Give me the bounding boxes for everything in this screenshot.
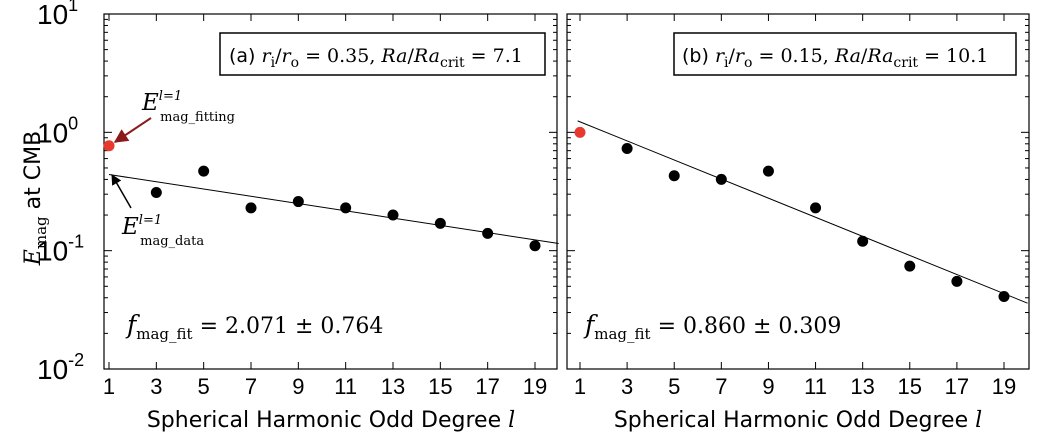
x-tick-label: 13 xyxy=(850,374,874,399)
panel-a-legend-box xyxy=(219,32,546,76)
data-point xyxy=(857,235,869,247)
x-tick-label: 7 xyxy=(245,374,257,399)
panel-a-fit-text: fmag_fit = 2.071 ± 0.764 xyxy=(125,310,383,343)
panel-b: 1 3 5 7 9 11 13 15 17 19 (b) ri/ro = 0.15, Ra/Rac… xyxy=(566,13,1030,399)
data-point xyxy=(198,165,210,177)
panel-a-legend-text: (a) ri/ro = 0.35, Ra/Racrit = 7.1 xyxy=(229,45,523,71)
data-point xyxy=(150,187,162,199)
panel-b-legend-box xyxy=(673,32,1017,76)
data-point xyxy=(292,196,304,208)
panel-b-fit-text: fmag_fit = 0.860 ± 0.309 xyxy=(583,310,841,343)
data-point xyxy=(668,170,680,182)
panel-b-x-axis-label: Spherical Harmonic Odd Degree l xyxy=(614,408,982,433)
x-tick-label: 19 xyxy=(523,374,547,399)
x-tick-label: 3 xyxy=(150,374,162,399)
data-point xyxy=(387,209,399,221)
x-tick-label: 15 xyxy=(898,374,922,399)
panel-a-x-axis-label: Spherical Harmonic Odd Degree l xyxy=(147,408,515,433)
data-point xyxy=(245,202,257,214)
x-tick-label: 15 xyxy=(428,374,452,399)
x-tick-label: 3 xyxy=(621,374,633,399)
data-arrow xyxy=(111,174,132,209)
x-tick-label: 17 xyxy=(475,374,499,399)
data-point xyxy=(762,165,774,177)
data-point xyxy=(482,227,494,239)
x-tick-label: 9 xyxy=(292,374,304,399)
panel-b-x-tick-labels: 1 3 5 7 9 11 13 15 17 19 xyxy=(574,374,1016,399)
panel-a: 1 3 5 7 9 11 13 15 17 19 (a) ri/ro = 0.35, Ra/Rac… xyxy=(103,13,559,399)
fitting-point xyxy=(574,126,586,138)
y-tick-label: 101 xyxy=(37,0,78,30)
x-tick-label: 1 xyxy=(103,374,115,399)
x-tick-label: 1 xyxy=(574,374,586,399)
x-tick-label: 17 xyxy=(945,374,969,399)
fitting-arrow xyxy=(113,117,152,143)
panel-a-points xyxy=(103,140,541,252)
panel-b-legend-text: (b) ri/ro = 0.15, Ra/Racrit = 10.1 xyxy=(682,45,988,71)
fitting-point xyxy=(103,140,115,152)
data-point xyxy=(998,290,1010,302)
panel-a-x-tick-labels: 1 3 5 7 9 11 13 15 17 19 xyxy=(103,374,547,399)
x-tick-label: 13 xyxy=(381,374,405,399)
panel-a-frame xyxy=(103,13,558,370)
data-point xyxy=(434,217,446,229)
x-tick-label: 11 xyxy=(334,374,357,399)
panel-b-points xyxy=(574,126,1010,302)
x-tick-label: 5 xyxy=(198,374,210,399)
x-tick-label: 5 xyxy=(668,374,680,399)
data-point xyxy=(951,275,963,287)
data-point xyxy=(810,202,822,214)
fitting-annotation: El=1 mag_fitting xyxy=(141,89,235,125)
x-tick-label: 7 xyxy=(715,374,727,399)
y-axis-label: Emag at CMB xyxy=(21,131,50,266)
x-tick-label: 9 xyxy=(762,374,774,399)
x-tick-label: 11 xyxy=(804,374,827,399)
data-point xyxy=(715,173,727,185)
data-annotation: El=1 mag_data xyxy=(121,213,204,249)
x-tick-label: 19 xyxy=(992,374,1016,399)
y-tick-labels: 10-2 10-1 100 101 xyxy=(37,0,84,385)
panel-b-ticks xyxy=(567,13,1029,370)
data-point xyxy=(529,240,541,252)
panel-b-frame xyxy=(566,13,1030,370)
data-point xyxy=(904,260,916,272)
data-point xyxy=(340,202,352,214)
y-tick-label: 10-2 xyxy=(37,350,84,385)
panel-b-fit-line xyxy=(577,120,1028,304)
y-tick-label: 10-1 xyxy=(37,232,84,267)
data-point xyxy=(621,143,633,155)
y-tick-label: 100 xyxy=(37,113,78,148)
